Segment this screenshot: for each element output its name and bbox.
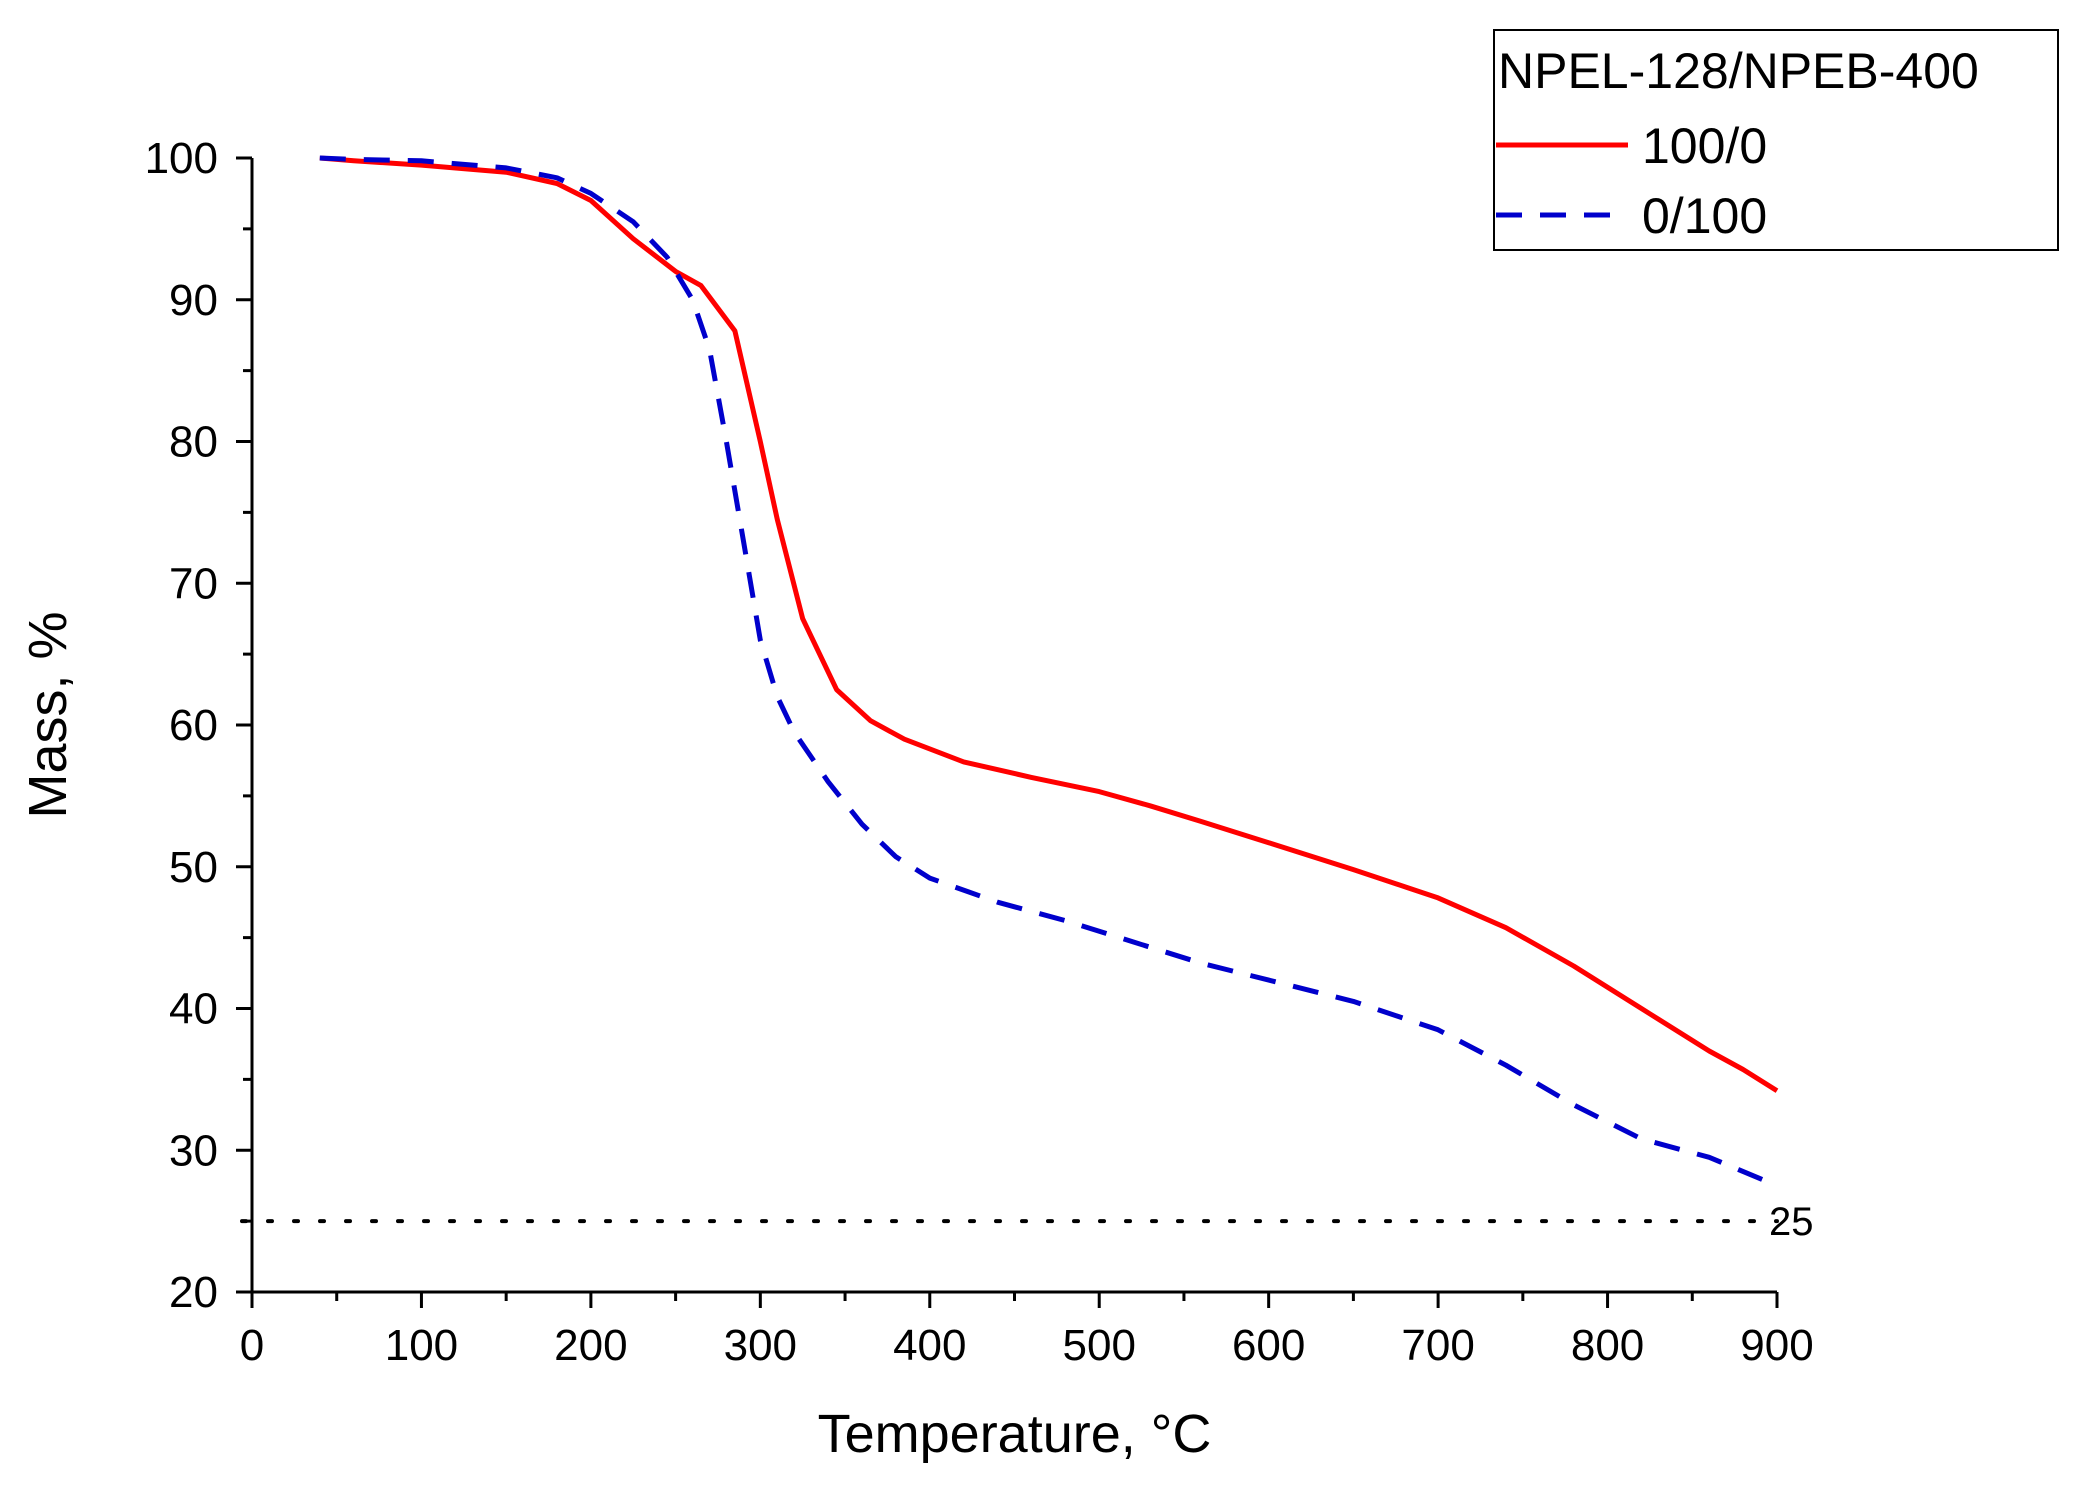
y-axis-title: Mass, % — [18, 611, 78, 818]
series-line-1 — [319, 155, 1779, 1093]
y-tick-label: 60 — [169, 701, 218, 750]
legend-label-2: 0/100 — [1642, 188, 1767, 244]
reference-line-group: 25 — [240, 1200, 1814, 1244]
x-tick-label: 900 — [1740, 1321, 1813, 1370]
y-tick-label: 90 — [169, 276, 218, 325]
legend-label-1: 100/0 — [1642, 118, 1767, 174]
y-tick-label: 20 — [169, 1268, 218, 1317]
x-axis-title: Temperature, °C — [818, 1404, 1212, 1464]
x-tick-label: 100 — [385, 1321, 458, 1370]
legend: NPEL-128/NPEB-400 100/0 0/100 — [1493, 29, 2059, 251]
reference-line-label: 25 — [1769, 1200, 1814, 1244]
x-tick-label: 400 — [893, 1321, 966, 1370]
x-tick-label: 0 — [240, 1321, 264, 1370]
x-tick-label: 600 — [1232, 1321, 1305, 1370]
x-tick-label: 300 — [724, 1321, 797, 1370]
series-group — [319, 155, 1779, 1189]
x-tick-label: 700 — [1401, 1321, 1474, 1370]
y-tick-label: 100 — [145, 134, 218, 183]
y-tick-label: 40 — [169, 985, 218, 1034]
y-tick-label: 80 — [169, 418, 218, 467]
axis-labels: Temperature, °C Mass, % — [18, 611, 1211, 1464]
legend-title: NPEL-128/NPEB-400 — [1498, 43, 1979, 99]
x-tick-label: 200 — [554, 1321, 627, 1370]
x-tick-label: 800 — [1571, 1321, 1644, 1370]
series-line-2 — [319, 155, 1778, 1189]
y-tick-label: 30 — [169, 1126, 218, 1175]
x-tick-label: 500 — [1063, 1321, 1136, 1370]
y-tick-label: 50 — [169, 843, 218, 892]
axes: 0 100 200 300 400 500 600 700 800 900 20 30 40 50 60 70… — [145, 134, 1814, 1370]
y-tick-label: 70 — [169, 559, 218, 608]
